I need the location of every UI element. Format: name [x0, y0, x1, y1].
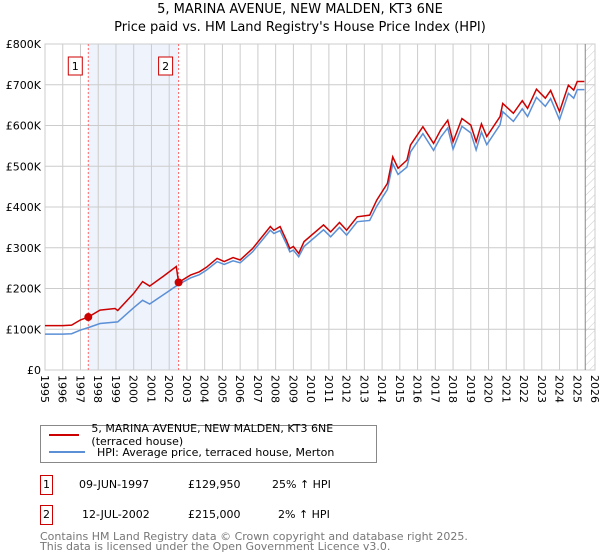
- x-tick-label: 2005: [215, 375, 228, 403]
- x-tick-label: 2021: [499, 375, 512, 403]
- x-tick-label: 2000: [127, 375, 140, 403]
- x-tick-label: 2003: [180, 375, 193, 403]
- x-tick-label: 2011: [322, 375, 335, 403]
- y-tick-label: £600K: [6, 120, 42, 133]
- x-tick-label: 2013: [357, 375, 370, 403]
- sale-price: £129,950: [188, 478, 241, 491]
- x-tick-label: 1996: [56, 375, 69, 403]
- x-tick-label: 1997: [73, 375, 86, 403]
- x-tick-label: 2010: [304, 375, 317, 403]
- sale-badge: 1: [40, 475, 53, 495]
- footer-licence: This data is licensed under the Open Gov…: [40, 540, 391, 553]
- sale-price: £215,000: [188, 508, 241, 521]
- x-tick-label: 2002: [162, 375, 175, 403]
- x-tick-label: 2018: [446, 375, 459, 403]
- price-chart: 1995 1996 1997 1998 1999 2000 2001 2002 2003 2004…: [6, 38, 600, 403]
- chart-subtitle: Price paid vs. HM Land Registry's House …: [114, 20, 486, 35]
- sale-point: [84, 313, 93, 322]
- plot-border: [44, 43, 596, 371]
- x-tick-label: 2012: [340, 375, 353, 403]
- sale-badge: 2: [40, 505, 53, 525]
- legend-item-property: 5, MARINA AVENUE, NEW MALDEN, KT3 6NE (t…: [49, 422, 376, 448]
- x-tick-label: 2017: [428, 375, 441, 403]
- sale-marker-badge: [67, 56, 83, 76]
- y-tick-label: £300K: [6, 242, 42, 255]
- x-tick-label: 2001: [144, 375, 157, 403]
- y-tick-label: £100K: [6, 323, 42, 336]
- x-tick-label: 2006: [233, 375, 246, 403]
- sale-date: 12-JUL-2002: [82, 508, 150, 521]
- legend-item-hpi: HPI: Average price, terraced house, Mert…: [49, 444, 334, 460]
- x-tick-label: 2024: [553, 375, 566, 403]
- sale-hpi-diff: 2% ↑ HPI: [278, 508, 330, 521]
- x-tick-label: 1998: [91, 375, 104, 403]
- x-tick-label: 2014: [375, 375, 388, 403]
- x-tick-label: 2022: [517, 375, 530, 403]
- sale-point: [174, 278, 183, 287]
- sale-marker-label: 2: [162, 60, 169, 73]
- series-line: [45, 80, 585, 327]
- sale-row: 2 12-JUL-2002 £215,000 2% ↑ HPI: [40, 505, 440, 525]
- y-tick-label: £500K: [6, 160, 42, 173]
- sale-row: 1 09-JUN-1997 £129,950 25% ↑ HPI: [40, 475, 440, 495]
- legend-label: HPI: Average price, terraced house, Mert…: [97, 445, 335, 459]
- x-tick-label: 2009: [286, 375, 299, 403]
- legend-swatch-blue: [49, 451, 85, 453]
- x-tick-label: 2020: [482, 375, 495, 403]
- series-line: [45, 88, 585, 335]
- x-tick-label: 2023: [535, 375, 548, 403]
- x-tick-label: 2008: [269, 375, 282, 403]
- sale-marker-label: 1: [72, 60, 79, 73]
- x-tick-label: 2016: [411, 375, 424, 403]
- legend: 5, MARINA AVENUE, NEW MALDEN, KT3 6NE (t…: [40, 422, 377, 463]
- x-tick-label: 2004: [198, 375, 211, 403]
- x-tick-label: 1999: [109, 375, 122, 403]
- x-tick-label: 2025: [570, 375, 583, 403]
- x-tick-label: 2015: [393, 375, 406, 403]
- footer-copyright: Contains HM Land Registry data © Crown c…: [40, 530, 468, 543]
- y-tick-label: £400K: [6, 201, 42, 214]
- sale-hpi-diff: 25% ↑ HPI: [272, 478, 331, 491]
- x-tick-label: 2007: [251, 375, 264, 403]
- y-tick-label: £0: [27, 364, 41, 377]
- legend-label: 5, MARINA AVENUE, NEW MALDEN, KT3 6NE (t…: [91, 422, 334, 448]
- y-tick-label: £800K: [6, 38, 42, 51]
- x-tick-label: 2026: [588, 375, 600, 403]
- x-tick-label: 2019: [464, 375, 477, 403]
- x-tick-label: 1995: [38, 375, 51, 403]
- y-tick-label: £700K: [6, 79, 42, 92]
- sale-date: 09-JUN-1997: [79, 478, 150, 491]
- legend-swatch-red: [49, 434, 80, 436]
- sale-marker-badge: [158, 56, 174, 76]
- chart-title: 5, MARINA AVENUE, NEW MALDEN, KT3 6NE: [157, 2, 443, 17]
- y-tick-label: £200K: [6, 283, 42, 296]
